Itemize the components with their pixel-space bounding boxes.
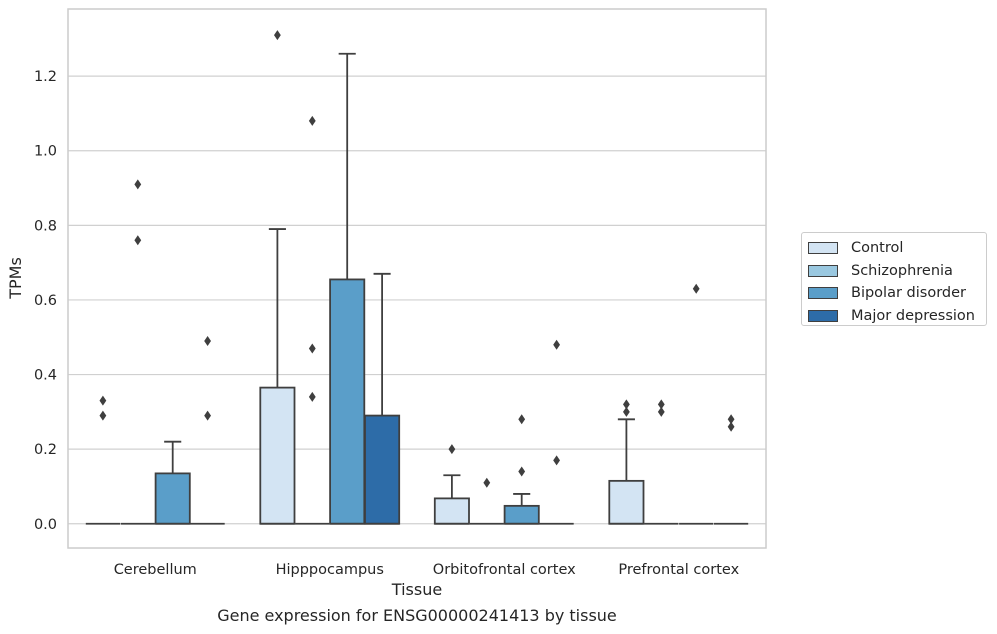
box-major-depression (364, 272, 401, 525)
box-major-depression (539, 339, 574, 525)
legend-swatch-major-depression (808, 309, 838, 322)
outlier-point (204, 410, 211, 421)
x-tick-label: Cerebellum (114, 562, 197, 578)
outlier-point (308, 343, 316, 354)
box-control (259, 30, 296, 525)
outlier-point (727, 421, 735, 432)
box-schizophrenia (295, 115, 330, 525)
outlier-point (134, 235, 142, 246)
outlier-point (99, 410, 107, 421)
outlier-point (308, 391, 316, 402)
box-body (329, 278, 366, 525)
outlier-point (99, 395, 107, 406)
outlier-point (204, 335, 211, 346)
box-body (259, 386, 296, 525)
box-bipolar-disorder (154, 440, 191, 525)
legend: Control Schizophrenia Bipolar disorder M… (801, 232, 987, 326)
legend-item-schizophrenia: Schizophrenia (808, 260, 980, 283)
y-tick-label: 1.2 (34, 69, 57, 85)
box-body (608, 479, 645, 525)
box-control (433, 444, 470, 525)
chart-caption: Gene expression for ENSG00000241413 by t… (217, 606, 617, 625)
box-major-depression (190, 335, 225, 525)
outlier-point (308, 115, 316, 126)
y-tick-label: 1.0 (34, 144, 57, 160)
legend-label-major-depression: Major depression (851, 307, 975, 324)
box-body (503, 504, 540, 525)
box-bipolar-disorder (329, 52, 366, 525)
box-control (608, 399, 645, 525)
box-bipolar-disorder (503, 414, 540, 525)
legend-label-bipolar-disorder: Bipolar disorder (851, 285, 966, 302)
box-schizophrenia (644, 399, 679, 525)
legend-item-control: Control (808, 237, 980, 260)
box-bipolar-disorder (679, 283, 714, 525)
legend-label-control: Control (851, 240, 904, 257)
legend-swatch-schizophrenia (808, 264, 838, 277)
x-tick-label: Hipppocampus (276, 562, 384, 578)
y-tick-labels: 0.0 0.2 0.4 0.6 0.8 1.0 1.2 (34, 69, 57, 533)
box-body (154, 472, 191, 525)
outlier-point (134, 179, 142, 190)
outlier-point (727, 414, 735, 425)
outlier-point (518, 466, 526, 477)
outlier-point (657, 406, 665, 417)
legend-swatch-control (808, 242, 838, 255)
box-schizophrenia (469, 477, 504, 525)
x-tick-labels: Cerebellum Hipppocampus Orbitofrontal cort… (114, 562, 740, 578)
outlier-point (553, 339, 560, 350)
legend-swatch-bipolar-disorder (808, 287, 838, 300)
outlier-point (623, 406, 630, 417)
legend-item-bipolar-disorder: Bipolar disorder (808, 282, 980, 305)
legend-item-major-depression: Major depression (808, 305, 980, 328)
box-control (85, 395, 121, 525)
outlier-point (623, 399, 630, 410)
box-body (364, 414, 401, 525)
boxes-layer (85, 30, 749, 525)
y-tick-label: 0.8 (34, 218, 57, 234)
y-tick-label: 0.2 (34, 442, 57, 458)
outlier-point (692, 283, 700, 294)
y-tick-label: 0.6 (34, 293, 57, 309)
x-axis-label: Tissue (391, 580, 442, 599)
legend-label-schizophrenia: Schizophrenia (851, 262, 953, 279)
grid-lines (68, 75, 766, 525)
outlier-point (483, 477, 491, 488)
outlier-point (657, 399, 665, 410)
outlier-point (518, 414, 526, 425)
y-tick-label: 0.0 (34, 517, 57, 533)
y-axis-label: TPMs (6, 257, 25, 300)
x-tick-label: Prefrontal cortex (618, 562, 739, 578)
outlier-point (448, 444, 456, 455)
plot-frame (67, 8, 767, 549)
y-tick-label: 0.4 (34, 368, 57, 384)
box-schizophrenia (120, 179, 155, 525)
box-major-depression (713, 414, 749, 525)
x-tick-label: Orbitofrontal cortex (433, 562, 576, 578)
outlier-point (274, 30, 281, 41)
outlier-point (553, 455, 560, 466)
box-body (433, 497, 470, 525)
